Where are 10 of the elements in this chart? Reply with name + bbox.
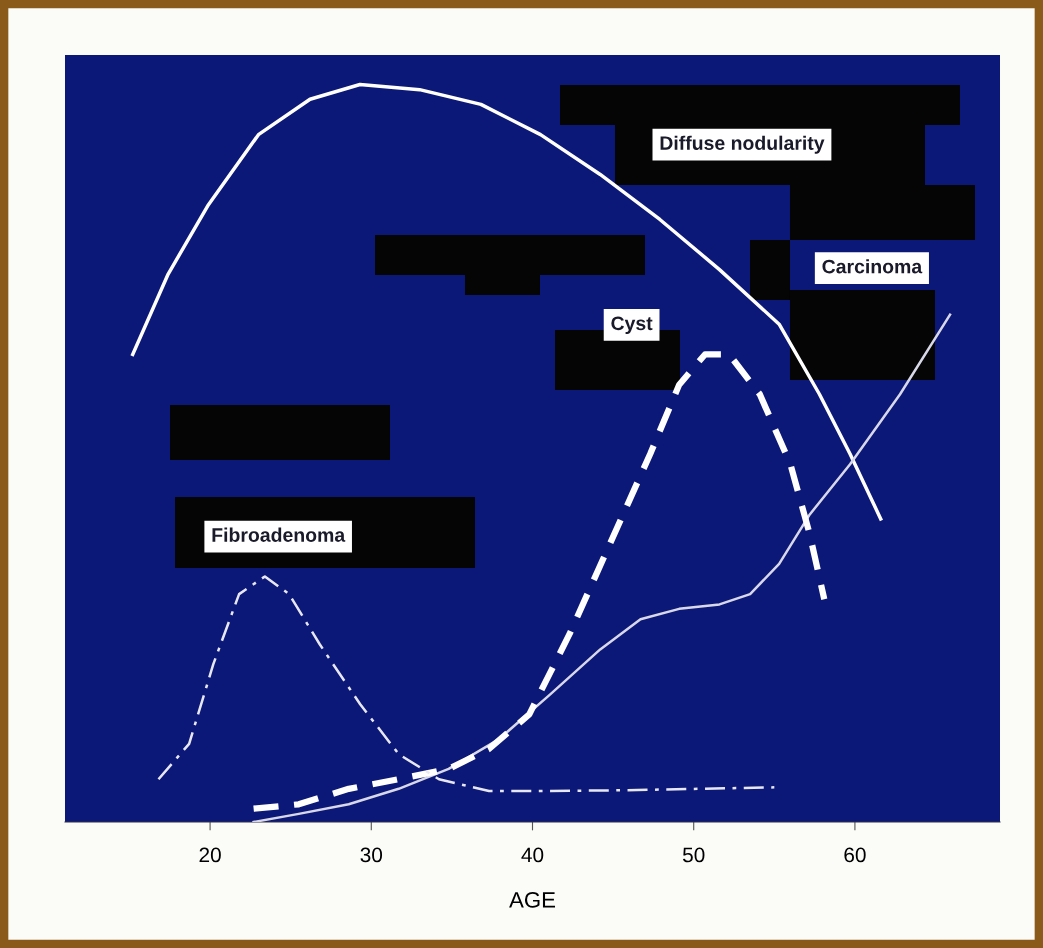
x-tick-label: 20	[199, 847, 221, 863]
x-axis-title: AGE	[509, 892, 556, 908]
text: Carcinoma	[822, 259, 923, 274]
x-tick-label: 50	[682, 847, 705, 863]
text: Diffuse nodularity	[660, 135, 825, 154]
text: Fibroadenoma	[212, 527, 346, 542]
text: Cyst	[611, 316, 653, 335]
x-tick-label: 40	[521, 847, 544, 863]
x-tick-label: 30	[360, 847, 383, 863]
x-tick-label: 60	[844, 847, 866, 863]
